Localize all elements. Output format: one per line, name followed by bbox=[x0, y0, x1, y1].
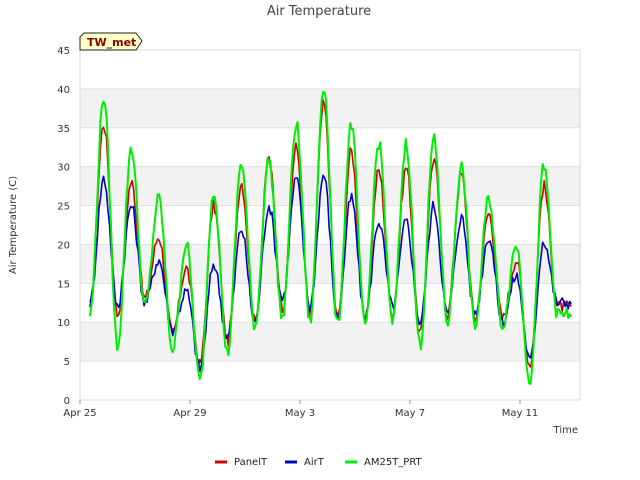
y-tick-label: 40 bbox=[57, 85, 70, 96]
badge-shape bbox=[79, 32, 143, 51]
x-axis-ticks: Apr 25 Apr 29 May 3 May 7 May 11 bbox=[63, 400, 538, 419]
station-badge: TW_met bbox=[79, 32, 143, 51]
y-tick-label: 10 bbox=[57, 318, 70, 329]
series-lines bbox=[89, 90, 573, 385]
series-line-am25t_prt bbox=[89, 90, 573, 385]
x-tick-label: May 11 bbox=[502, 408, 539, 419]
legend-label: PanelT bbox=[234, 457, 268, 468]
series-line-airt bbox=[89, 174, 572, 373]
x-axis-label: Time bbox=[553, 425, 578, 436]
badge-label: TW_met bbox=[87, 36, 136, 49]
y-tick-label: 35 bbox=[57, 124, 70, 135]
x-tick-label: May 7 bbox=[395, 408, 425, 419]
y-tick-label: 25 bbox=[57, 202, 70, 213]
grid-band bbox=[80, 322, 580, 362]
x-tick-label: May 3 bbox=[285, 408, 315, 419]
y-tick-label: 0 bbox=[64, 396, 70, 407]
y-tick-label: 45 bbox=[57, 46, 70, 57]
y-tick-label: 15 bbox=[57, 279, 70, 290]
legend: PanelT AirT AM25T_PRT bbox=[215, 457, 423, 468]
y-tick-label: 20 bbox=[57, 240, 70, 251]
legend-label: AirT bbox=[304, 457, 325, 468]
x-tick-label: Apr 25 bbox=[63, 408, 96, 419]
legend-label: AM25T_PRT bbox=[364, 457, 423, 468]
plot-frame bbox=[79, 49, 581, 401]
y-tick-label: 5 bbox=[64, 357, 70, 368]
y-tick-label: 30 bbox=[57, 163, 70, 174]
chart-title: Air Temperature bbox=[267, 4, 371, 19]
grid-band bbox=[80, 88, 580, 128]
y-axis-ticks: 0 5 10 15 20 25 30 35 40 45 bbox=[57, 46, 70, 407]
x-tick-label: Apr 29 bbox=[173, 408, 206, 419]
y-axis-label: Air Temperature (C) bbox=[8, 176, 19, 274]
